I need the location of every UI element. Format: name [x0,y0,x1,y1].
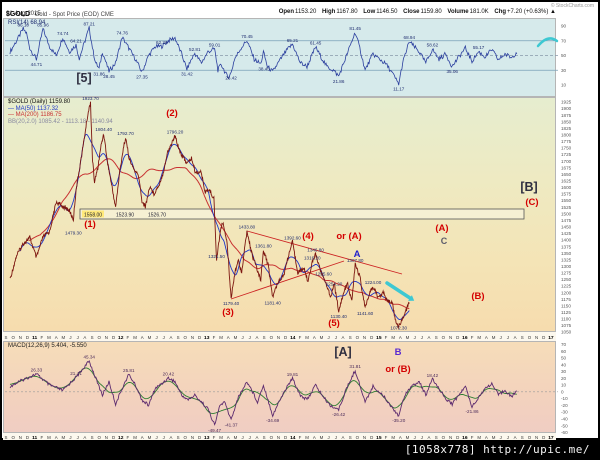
chg-label: Chg [494,9,507,15]
price-axis-label: 1875 [561,113,572,118]
rsi-axis-label: 30 [561,68,567,73]
price-axis-label: 1100 [561,317,571,322]
price-axis-label: 1525 [561,205,572,210]
price-axis-label: 1925 [561,100,572,105]
chart-date: 21-Aug-2015 [6,11,41,17]
macd-axis-label: -20 [561,403,568,408]
close-label: Close [403,9,420,15]
price-axis-label: 1775 [561,139,572,144]
macd-axis-label: 30 [561,369,567,374]
price-axis-label: 1150 [561,303,571,308]
low-value: 1146.50 [376,9,398,15]
date-axis-strip-bottom [3,433,556,440]
price-axis-label: 1200 [561,290,572,295]
rsi-axis-label: 90 [561,24,567,29]
watermark-text: [1058x778] http://upic.me/ [404,443,590,456]
low-label: Low [363,9,376,15]
price-axis-label: 1475 [561,218,572,223]
price-axis-label: 1325 [561,257,572,262]
date-axis-strip [3,332,556,341]
price-legend-block: $GOLD (Daily) 1159.80 — MA(50) 1137.32 —… [8,99,113,125]
stockchart: $GOLD Gold - Spot Price (EOD) CME 21-Aug… [2,2,598,441]
volume-label: Volume [447,9,469,15]
rsi-axis-label: 70 [561,38,567,43]
price-axis-label: 1300 [561,264,572,269]
high-label: High [321,9,336,15]
macd-axis-label: 70 [561,342,567,347]
price-axis-label: 1250 [561,277,572,282]
price-axis-label: 1375 [561,244,572,249]
price-axis-label: 1350 [561,251,572,256]
macd-axis-label: 10 [561,383,567,388]
macd-axis-label: -40 [561,416,568,421]
rsi-legend: RSI(14) 68.94 [8,20,46,26]
macd-axis-label: 0 [561,389,564,394]
price-axis-label: 1725 [561,152,572,157]
price-axis-label: 1550 [561,198,572,203]
high-value: 1167.80 [336,9,358,15]
price-axis-label: 1575 [561,192,572,197]
price-axis-label: 1500 [561,211,572,216]
macd-axis-label: -60 [561,430,568,435]
price-axis-label: 1675 [561,165,572,170]
macd-legend: MACD(12,26,9) 5.404, -5.550 [8,343,87,349]
price-axis-label: 1850 [561,119,572,124]
macd-axis-label: -30 [561,410,568,415]
chg-value: +7.20 (+0.63%) ▲ [507,9,556,15]
price-axis-label: 1450 [561,225,572,230]
macd-panel [3,341,556,433]
bollinger-legend: BB(20,2.0) 1085.42 - 1113.18 - 1140.94 [8,118,113,125]
volume-value: 181.0K [469,9,489,15]
price-axis-label: 1750 [561,146,572,151]
rsi-panel [3,18,556,97]
ticker-symbol: $GOLD [6,11,31,18]
macd-axis-label: 60 [561,349,567,354]
price-axis-label: 1050 [561,330,572,335]
copyright-note: © StockCharts.com [550,3,594,9]
macd-axis-label: -50 [561,423,568,428]
price-axis-label: 1175 [561,297,571,302]
rsi-axis-label: 50 [561,53,567,58]
price-axis-label: 1400 [561,238,572,243]
macd-axis-label: 40 [561,362,567,367]
rsi-axis-label: 10 [561,83,567,88]
macd-axis-label: -10 [561,396,568,401]
price-axis-label: 1075 [561,323,572,328]
price-panel [3,97,556,332]
price-axis-label: 1650 [561,172,572,177]
price-axis-label: 1275 [561,271,572,276]
price-axis-label: 1225 [561,284,572,289]
price-axis-label: 1600 [561,185,572,190]
price-axis-label: 1800 [561,132,572,137]
open-label: Open [278,9,295,15]
price-axis-label: 1425 [561,231,572,236]
chart-header: $GOLD Gold - Spot Price (EOD) CME 21-Aug… [6,3,596,18]
price-axis-label: 1625 [561,179,572,184]
open-value: 1153.20 [295,9,317,15]
price-axis-label: 1900 [561,106,572,111]
macd-axis-label: 20 [561,376,567,381]
macd-axis-label: 50 [561,356,567,361]
close-value: 1159.80 [420,9,442,15]
watermark-bar: [1058x778] http://upic.me/ [0,440,600,460]
price-axis-label: 1125 [561,310,571,315]
price-axis-label: 1700 [561,159,572,164]
instrument-name: Gold - Spot Price (EOD) CME [34,12,114,18]
chart-title: $GOLD Gold - Spot Price (EOD) CME [6,3,114,21]
price-axis-label: 1825 [561,126,572,131]
quote-line: Open1153.20 High1167.80 Low1146.50 Close… [275,9,556,15]
